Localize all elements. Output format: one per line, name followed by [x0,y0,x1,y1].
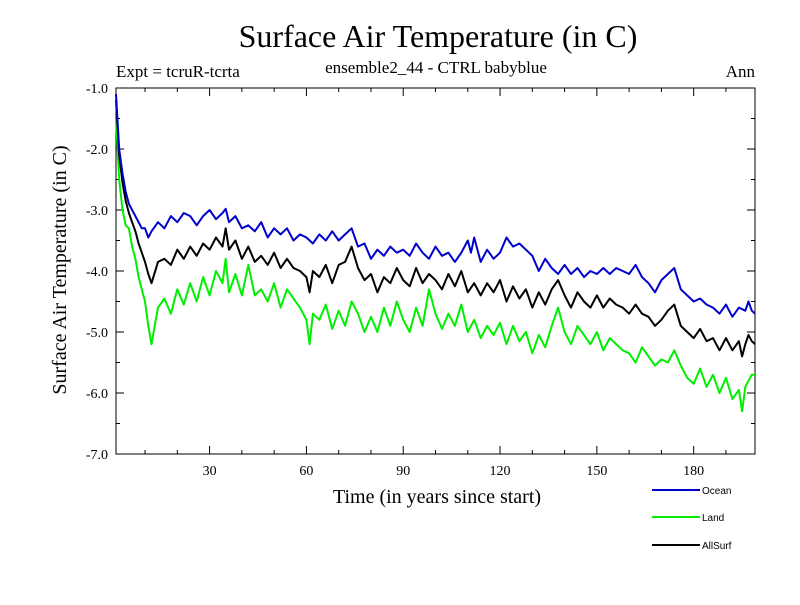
y-tick-label: -2.0 [86,143,108,158]
legend-label-land: Land [702,513,724,524]
chart-subtitle-left: Expt = tcruR-tcrta [116,62,240,81]
series-line-ocean [115,94,756,318]
chart-subtitle-right: Ann [726,62,756,81]
x-tick-label: 120 [490,464,511,479]
x-tick-label: 90 [396,464,410,479]
x-tick-label: 150 [586,464,607,479]
y-tick-label: -6.0 [86,387,108,402]
x-tick-label: 60 [299,464,313,479]
legend-label-allsurf: AllSurf [702,541,732,552]
plot-frame [115,87,756,455]
series-line-allsurf [115,100,756,358]
x-tick-label: 30 [203,464,217,479]
y-tick-label: -7.0 [86,448,108,463]
y-tick-label: -4.0 [86,265,108,280]
legend-label-ocean: Ocean [702,486,731,497]
chart-subtitle-center: ensemble2_44 - CTRL babyblue [325,58,547,77]
x-axis-label: Time (in years since start) [333,486,541,508]
series-layer [115,94,756,413]
x-tick-label: 180 [683,464,704,479]
y-tick-label: -3.0 [86,204,108,219]
series-line-land [115,118,755,413]
chart-title: Surface Air Temperature (in C) [239,18,638,54]
y-axis-label: Surface Air Temperature (in C) [49,145,71,394]
y-tick-label: -5.0 [86,326,108,341]
legend: Ocean Land AllSurf [652,486,732,552]
axes-group: 30 60 90 120 150 180 -1.0 -2.0 -3.0 -4.0 -5.0 -6.0 -… [86,82,755,479]
y-tick-label: -1.0 [86,82,108,97]
